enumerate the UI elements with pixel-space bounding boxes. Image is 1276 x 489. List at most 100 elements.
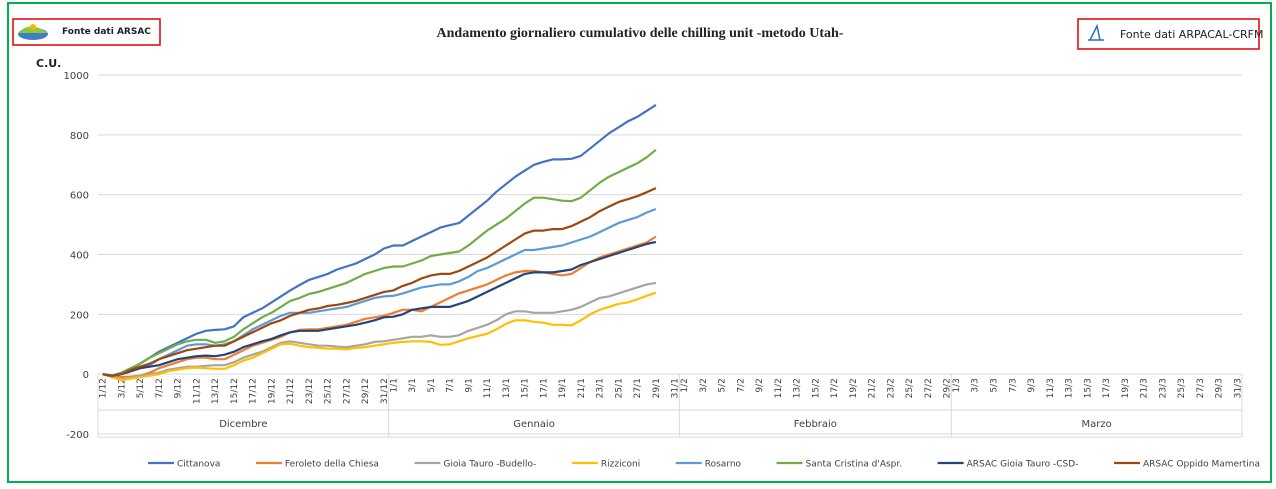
y-tick-label: 800 — [70, 131, 89, 142]
source-box — [1077, 18, 1260, 50]
series-line — [102, 187, 657, 377]
x-tick-label: 11/1 — [483, 378, 493, 398]
x-tick-label: 11/2 — [774, 378, 784, 398]
x-tick-label: 19/1 — [558, 378, 568, 398]
x-tick-label: 11/3 — [1046, 378, 1056, 398]
x-tick-label: 3/3 — [971, 378, 981, 392]
chart-title: Andamento giornaliero cumulativo delle c… — [437, 26, 844, 41]
legend-item: ARSAC Gioia Tauro -CSD- — [937, 460, 1079, 470]
x-tick-label: 29/12 — [361, 378, 371, 404]
x-tick-label: 13/2 — [793, 378, 803, 398]
legend-item: ARSAC Oppido Mamertina — [1113, 460, 1260, 470]
x-tick-label: 15/12 — [230, 378, 240, 404]
x-tick-label: 7/2 — [736, 378, 746, 392]
x-tick-label: 5/2 — [718, 378, 728, 392]
x-tick-label: 9/2 — [755, 378, 765, 392]
legend-item: Feroleto della Chiesa — [255, 460, 379, 470]
x-tick-label: 1/3 — [952, 378, 962, 392]
series-line — [102, 207, 657, 378]
x-tick-label: 9/3 — [1027, 378, 1037, 392]
x-tick-label: 17/1 — [539, 378, 549, 398]
x-tick-label: 31/1 — [671, 378, 681, 398]
y-tick-label: 200 — [70, 310, 89, 321]
legend-item: Rosarno — [675, 460, 742, 470]
x-tick-label: 25/2 — [905, 378, 915, 398]
x-tick-label: 19/2 — [849, 378, 859, 398]
legend-label: Santa Cristina d'Aspr. — [806, 460, 903, 470]
x-tick-label: 21/2 — [868, 378, 878, 398]
legend-item: Santa Cristina d'Aspr. — [776, 460, 903, 470]
x-tick-label: 3/12 — [117, 378, 127, 398]
x-tick-label: 19/12 — [267, 378, 277, 404]
frame — [7, 2, 1272, 483]
x-tick-label: 1/1 — [389, 378, 399, 392]
x-tick-label: 9/1 — [464, 378, 474, 392]
legend-label: Feroleto della Chiesa — [285, 460, 379, 470]
arsac-logo — [18, 24, 48, 40]
x-tick-label: 31/12 — [380, 378, 390, 404]
y-tick-label: 1000 — [64, 71, 89, 82]
x-tick-label: 1/2 — [680, 378, 690, 392]
x-tick-label: 17/3 — [1102, 378, 1112, 398]
month-label: Dicembre — [219, 419, 267, 430]
x-tick-label: 3/1 — [408, 378, 418, 392]
series-line — [102, 148, 657, 377]
x-tick-label: 29/3 — [1215, 378, 1225, 398]
legend-label: ARSAC Oppido Mamertina — [1143, 460, 1260, 470]
x-tick-label: 5/12 — [136, 378, 146, 398]
month-label: Gennaio — [513, 419, 555, 430]
series-line — [102, 240, 657, 377]
source-right: Fonte dati ARPACAL-CRFM — [1120, 28, 1263, 41]
x-tick-label: 5/1 — [427, 378, 437, 392]
y-tick-label: -200 — [66, 430, 89, 441]
legend-label: ARSAC Gioia Tauro -CSD- — [967, 460, 1079, 470]
legend-item: Cittanova — [148, 460, 220, 470]
x-tick-label: 21/12 — [286, 378, 296, 404]
x-tick-label: 15/1 — [521, 378, 531, 398]
x-tick-label: 23/12 — [305, 378, 315, 404]
legend-item: Rizziconi — [571, 460, 640, 470]
x-tick-label: 17/12 — [249, 378, 259, 404]
x-tick-label: 7/12 — [155, 378, 165, 398]
x-tick-label: 13/3 — [1065, 378, 1075, 398]
x-tick-label: 25/3 — [1177, 378, 1187, 398]
x-tick-label: 23/2 — [886, 378, 896, 398]
arpacal-logo — [1088, 23, 1104, 41]
x-tick-label: 19/3 — [1121, 378, 1131, 398]
legend-label: Gioia Tauro -Budello- — [443, 460, 536, 470]
x-tick-label: 25/1 — [614, 378, 624, 398]
x-tick-label: 21/1 — [577, 378, 587, 398]
x-tick-label: 27/2 — [924, 378, 934, 398]
x-tick-label: 29/1 — [652, 378, 662, 398]
x-tick-label: 11/12 — [192, 378, 202, 404]
x-tick-label: 7/3 — [1008, 378, 1018, 392]
series-line — [102, 103, 657, 377]
x-tick-label: 9/12 — [174, 378, 184, 398]
source-left: Fonte dati ARSAC — [62, 27, 151, 37]
x-tick-label: 31/3 — [1233, 378, 1243, 398]
x-tick-label: 7/1 — [446, 378, 456, 392]
y-tick-label: 400 — [70, 251, 89, 262]
x-tick-label: 13/12 — [211, 378, 221, 404]
x-tick-label: 17/2 — [830, 378, 840, 398]
source-box — [12, 18, 161, 46]
x-tick-label: 23/1 — [596, 378, 606, 398]
x-tick-label: 5/3 — [990, 378, 1000, 392]
y-tick-label: 600 — [70, 191, 89, 202]
series-line — [102, 291, 657, 382]
x-tick-label: 3/2 — [699, 378, 709, 392]
month-label: Marzo — [1082, 419, 1112, 430]
month-label: Febbraio — [794, 419, 837, 430]
y-axis-label: C.U. — [36, 57, 61, 70]
x-tick-label: 29/2 — [943, 378, 953, 398]
x-tick-label: 27/12 — [342, 378, 352, 404]
x-tick-label: 13/1 — [502, 378, 512, 398]
y-tick-label: 0 — [83, 370, 89, 381]
series-line — [102, 235, 657, 379]
x-tick-label: 15/3 — [1083, 378, 1093, 398]
x-tick-label: 21/3 — [1140, 378, 1150, 398]
legend-label: Rosarno — [705, 460, 742, 470]
x-tick-label: 25/12 — [324, 378, 334, 404]
x-tick-label: 27/3 — [1196, 378, 1206, 398]
